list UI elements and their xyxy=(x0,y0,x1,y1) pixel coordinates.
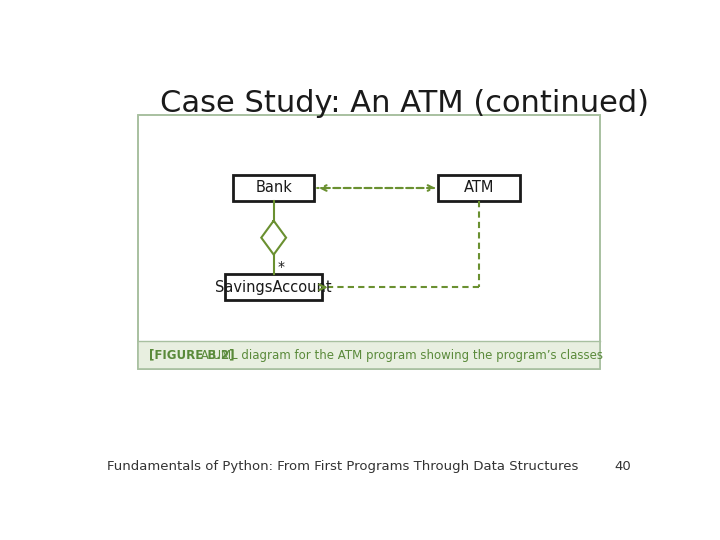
Text: [FIGURE B.2]: [FIGURE B.2] xyxy=(149,349,235,362)
Text: *: * xyxy=(278,260,285,274)
FancyBboxPatch shape xyxy=(138,115,600,369)
FancyBboxPatch shape xyxy=(138,341,600,369)
Text: A UML diagram for the ATM program showing the program’s classes: A UML diagram for the ATM program showin… xyxy=(197,349,603,362)
FancyBboxPatch shape xyxy=(233,175,315,201)
Text: Fundamentals of Python: From First Programs Through Data Structures: Fundamentals of Python: From First Progr… xyxy=(107,460,578,473)
Text: 40: 40 xyxy=(614,460,631,473)
Text: ATM: ATM xyxy=(464,180,494,195)
Text: Bank: Bank xyxy=(255,180,292,195)
Text: SavingsAccount: SavingsAccount xyxy=(215,280,332,295)
FancyBboxPatch shape xyxy=(225,274,322,300)
Text: Case Study: An ATM (continued): Case Study: An ATM (continued) xyxy=(160,89,649,118)
FancyBboxPatch shape xyxy=(438,175,520,201)
